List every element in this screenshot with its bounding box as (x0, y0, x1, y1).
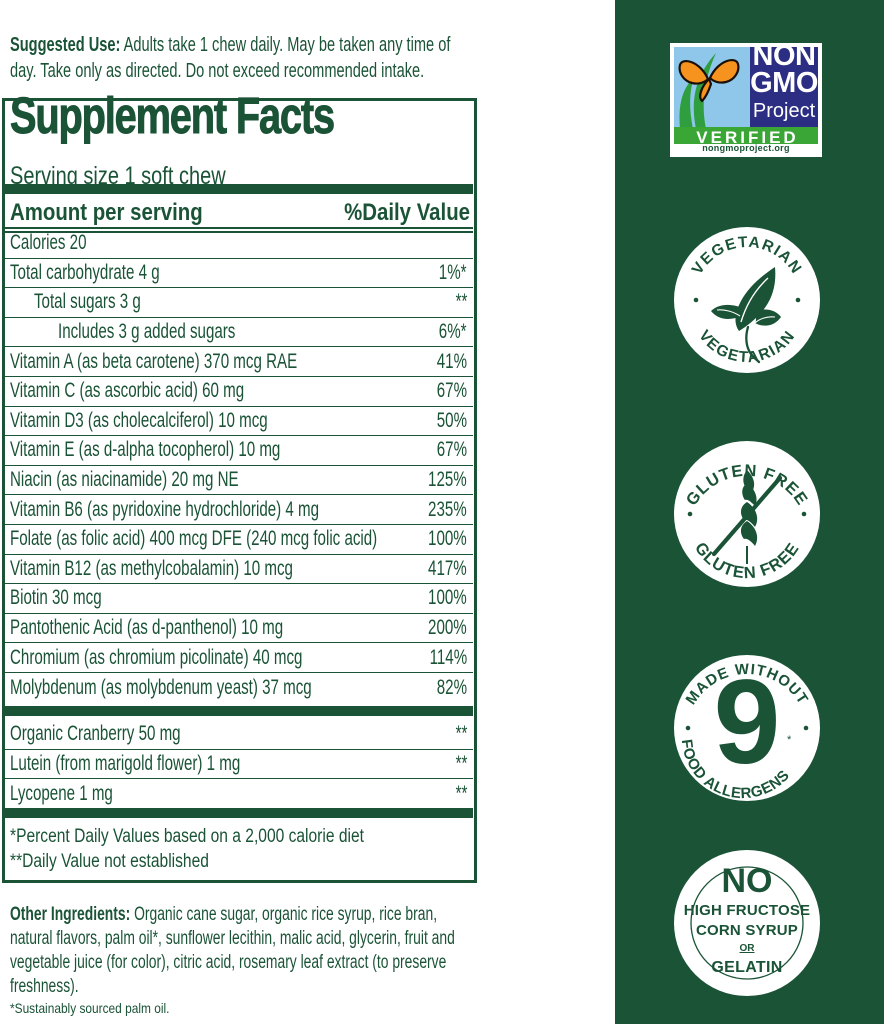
svg-text:NO: NO (722, 862, 773, 900)
svg-text:HIGH FRUCTOSE: HIGH FRUCTOSE (684, 902, 811, 919)
svg-text:GELATIN: GELATIN (711, 959, 782, 976)
svg-text:OR: OR (740, 943, 756, 954)
svg-text:*: * (787, 734, 792, 746)
svg-text:CORN SYRUP: CORN SYRUP (696, 922, 798, 939)
svg-text:VEGETARIAN: VEGETARIAN (689, 234, 805, 278)
svg-text:9: 9 (714, 655, 781, 789)
